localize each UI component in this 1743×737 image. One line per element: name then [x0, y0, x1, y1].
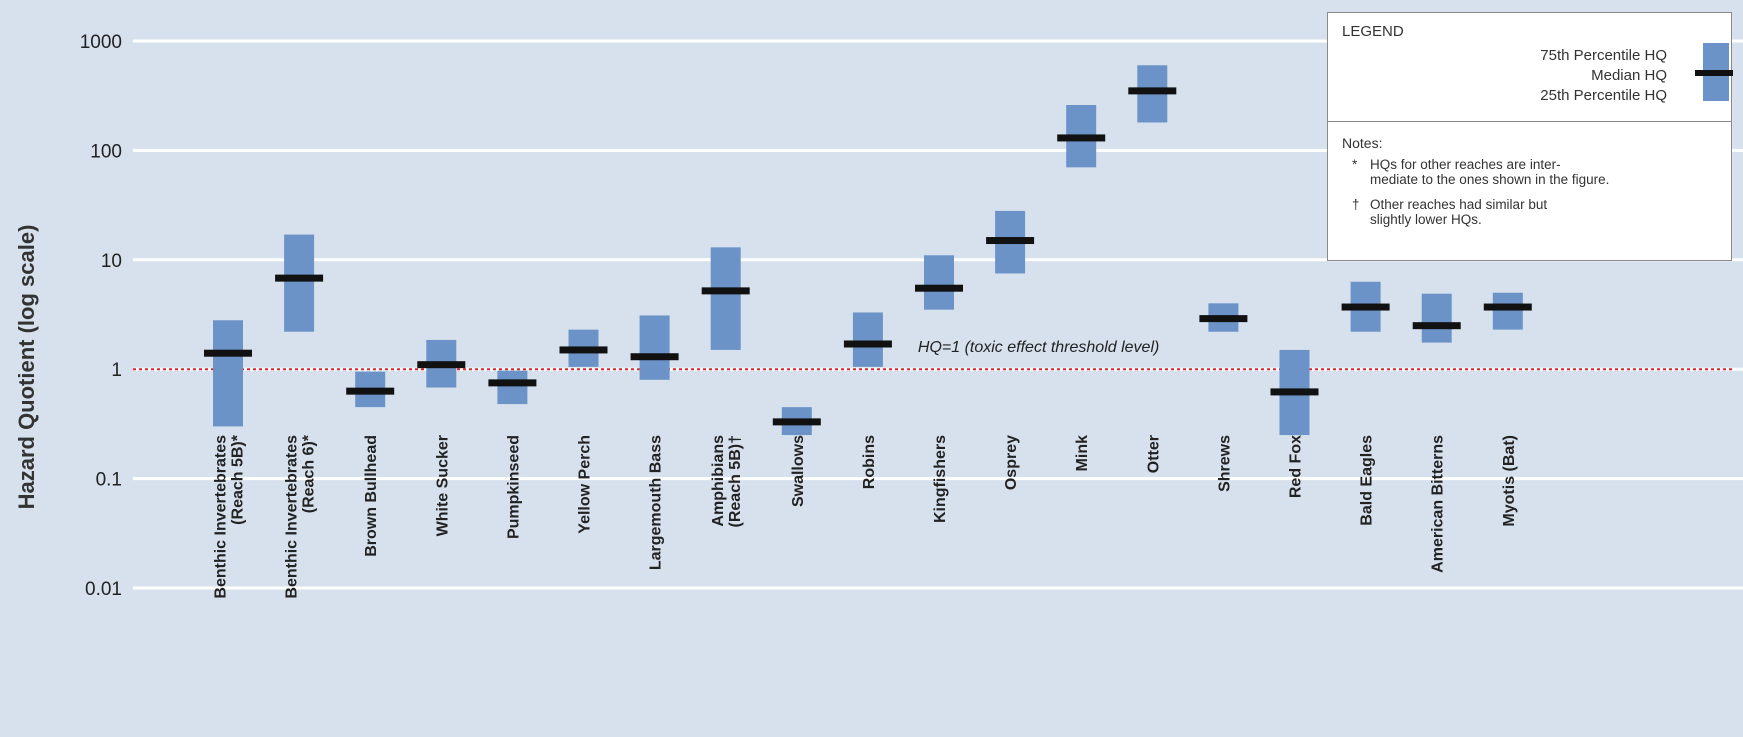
- category-label: Red Fox: [1288, 435, 1305, 498]
- median-marker: [986, 237, 1035, 245]
- legend-box: LEGEND 75th Percentile HQ Median HQ 25th…: [1327, 12, 1733, 261]
- median-marker: [630, 353, 679, 361]
- median-marker: [701, 287, 750, 295]
- y-tick-label: 0.1: [96, 470, 122, 491]
- range-bar: [284, 234, 315, 332]
- median-marker: [1057, 134, 1106, 142]
- median-marker: [275, 274, 324, 282]
- y-tick-label: 100: [90, 141, 122, 162]
- range-bar: [213, 320, 243, 427]
- category-label: Swallows: [790, 435, 807, 507]
- legend-p75-label: 75th Percentile HQ: [1540, 47, 1667, 64]
- category-label: Bald Eagles: [1359, 435, 1376, 526]
- range-bar: [710, 247, 741, 350]
- y-tick-label: 10: [101, 251, 122, 272]
- note-1-line-2: mediate to the ones shown in the figure.: [1370, 172, 1610, 187]
- y-tick-labels: 0.01 0.1 1 10 100 1000: [80, 32, 122, 600]
- category-label: Brown Bullhead: [363, 435, 380, 557]
- legend-median-label: Median HQ: [1591, 67, 1667, 84]
- category-label: American Bitterns: [1430, 435, 1447, 573]
- median-marker: [346, 387, 395, 395]
- category-label: Pumpkinseed: [505, 435, 522, 539]
- note-2-line-2: slightly lower HQs.: [1370, 212, 1482, 227]
- category-label: Myotis (Bat): [1501, 435, 1518, 527]
- median-marker: [1341, 303, 1390, 311]
- range-bar: [639, 315, 670, 380]
- y-tick-label: 1000: [80, 32, 122, 53]
- category-label: (Reach 5B)*: [230, 434, 247, 525]
- median-marker: [417, 361, 466, 369]
- category-label: Robins: [861, 435, 878, 489]
- category-label: (Reach 5B)†: [727, 435, 744, 527]
- note-2-line-1: Other reaches had similar but: [1370, 197, 1548, 212]
- note-2-text: Other reaches had similar but slightly l…: [1370, 197, 1547, 227]
- median-marker: [204, 349, 252, 357]
- threshold-layer: HQ=1 (toxic effect threshold level): [133, 339, 1733, 371]
- category-label: Benthic Invertebrates: [213, 435, 230, 599]
- range-bar: [497, 370, 528, 405]
- legend-median-swatch: [1695, 70, 1733, 76]
- range-bar: [924, 255, 954, 310]
- category-label: Kingfishers: [932, 435, 949, 523]
- category-label: Yellow Perch: [577, 435, 594, 534]
- legend-divider: [1328, 121, 1731, 122]
- legend-p25-label: 25th Percentile HQ: [1540, 87, 1667, 104]
- note-1-text: HQs for other reaches are inter- mediate…: [1370, 157, 1609, 187]
- category-label: Amphibians: [710, 435, 727, 527]
- range-bar: [1421, 293, 1452, 343]
- category-label: White Sucker: [434, 435, 451, 536]
- category-label: Benthic Invertebrates: [284, 435, 301, 599]
- median-marker: [1128, 87, 1177, 95]
- category-label: Mink: [1074, 435, 1091, 472]
- range-bar: [1492, 292, 1523, 330]
- category-label: Largemouth Bass: [648, 435, 665, 570]
- median-marker: [488, 379, 537, 387]
- category-label: Otter: [1145, 435, 1162, 473]
- median-marker: [559, 346, 608, 354]
- legend-title: LEGEND: [1342, 23, 1404, 40]
- bars-layer: [204, 65, 1532, 436]
- median-marker: [772, 418, 821, 426]
- range-bar: [852, 312, 883, 367]
- category-label: Osprey: [1003, 435, 1020, 490]
- note-2-symbol: †: [1352, 197, 1360, 212]
- median-marker: [915, 284, 963, 292]
- y-axis-label: Hazard Quotient (log scale): [14, 225, 39, 510]
- median-marker: [1270, 388, 1319, 396]
- note-1-line-1: HQs for other reaches are inter-: [1370, 157, 1561, 172]
- category-labels: Benthic Invertebrates (Reach 5B)* Benthic …: [213, 434, 1518, 598]
- y-tick-label: 1: [111, 360, 122, 381]
- median-marker: [1199, 315, 1248, 323]
- note-1-symbol: *: [1352, 157, 1358, 172]
- category-label: (Reach 6)*: [301, 434, 318, 513]
- threshold-label: HQ=1 (toxic effect threshold level): [918, 339, 1159, 356]
- median-marker: [843, 340, 892, 348]
- median-marker: [1412, 322, 1461, 330]
- y-tick-label: 0.01: [85, 579, 122, 600]
- category-label: Shrews: [1216, 435, 1233, 492]
- notes-title: Notes:: [1342, 135, 1383, 151]
- median-marker: [1483, 303, 1532, 311]
